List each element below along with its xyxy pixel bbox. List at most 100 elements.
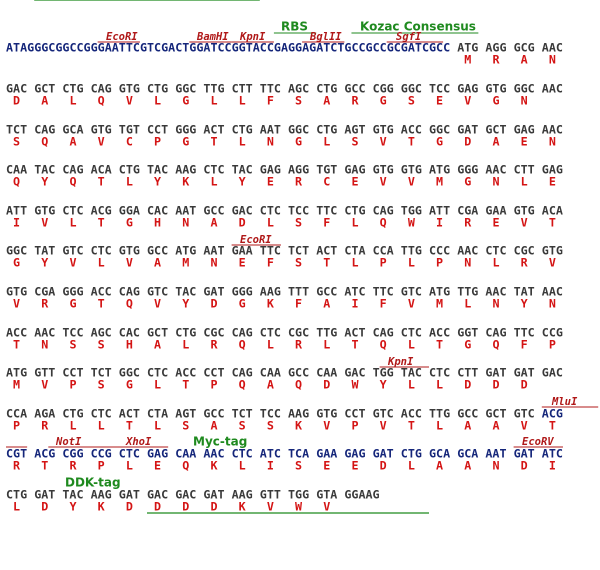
amino-acid: L bbox=[239, 135, 246, 149]
amino-acid: R bbox=[210, 338, 218, 352]
amino-acid: D bbox=[182, 500, 189, 514]
codon: CTA bbox=[344, 244, 365, 258]
amino-acid: S bbox=[13, 135, 20, 149]
codon: CTG bbox=[232, 123, 253, 137]
codon: CCT bbox=[203, 366, 224, 380]
codon: GGA bbox=[119, 204, 140, 218]
amino-acid: S bbox=[98, 338, 105, 352]
amino-acid: L bbox=[126, 175, 133, 189]
amino-acid: S bbox=[69, 338, 76, 352]
codon: GAT bbox=[34, 488, 55, 502]
codon: ACG bbox=[91, 204, 112, 218]
amino-acid: G bbox=[239, 297, 246, 311]
amino-acid: R bbox=[492, 53, 500, 67]
amino-acid: M bbox=[464, 53, 471, 67]
amino-acid: K bbox=[267, 297, 274, 311]
amino-acid: Q bbox=[295, 378, 302, 392]
codon: TTG bbox=[203, 82, 224, 96]
codon: GGC bbox=[288, 123, 309, 137]
codon: TTC bbox=[373, 285, 394, 299]
amino-acid: D bbox=[492, 378, 499, 392]
codon: GCA bbox=[62, 123, 83, 137]
amino-acid: D bbox=[126, 500, 133, 514]
amino-acid: A bbox=[492, 135, 499, 149]
codon: GTC bbox=[373, 407, 394, 421]
amino-acid: D bbox=[464, 378, 471, 392]
amino-acid: M bbox=[436, 297, 443, 311]
codon: GAG bbox=[542, 163, 563, 177]
amino-acid: F bbox=[267, 256, 274, 270]
codon: GTG bbox=[514, 204, 535, 218]
codon: CAG bbox=[91, 82, 112, 96]
amino-acid: L bbox=[13, 500, 20, 514]
codon: CTA bbox=[147, 407, 168, 421]
tag-label: Myc-tag bbox=[193, 435, 247, 449]
amino-acid: Q bbox=[13, 175, 20, 189]
amino-acid: T bbox=[323, 256, 330, 270]
codon: CAG bbox=[373, 204, 394, 218]
codon: AAG bbox=[175, 163, 196, 177]
codon: CAG bbox=[232, 326, 253, 340]
codon: CTG bbox=[344, 204, 365, 218]
amino-acid: N bbox=[549, 297, 556, 311]
codon: ACC bbox=[401, 123, 422, 137]
codon: TGG bbox=[373, 366, 394, 380]
enzyme-site-label: NotI bbox=[55, 436, 82, 448]
codon: TCT bbox=[232, 407, 253, 421]
amino-acid: E bbox=[154, 459, 161, 473]
amino-acid: A bbox=[323, 297, 330, 311]
amino-acid: S bbox=[239, 419, 246, 433]
codon: CCA bbox=[6, 407, 27, 421]
amino-acid: G bbox=[126, 378, 133, 392]
codon: GAG bbox=[514, 123, 535, 137]
codon: TAC bbox=[147, 163, 168, 177]
codon: GTT bbox=[34, 366, 55, 380]
amino-acid: A bbox=[323, 94, 330, 108]
amino-acid: A bbox=[267, 378, 274, 392]
amino-acid: L bbox=[464, 297, 471, 311]
codon: TCT bbox=[288, 244, 309, 258]
codon: AAG bbox=[232, 488, 253, 502]
codon: CAA bbox=[6, 163, 27, 177]
codon: AAG bbox=[91, 488, 112, 502]
amino-acid: W bbox=[408, 216, 416, 230]
codon: CGA bbox=[457, 204, 478, 218]
codon: GAG bbox=[457, 82, 478, 96]
codon: TTG bbox=[429, 407, 450, 421]
codon: AAT bbox=[203, 244, 224, 258]
codon: GTG bbox=[542, 244, 563, 258]
amino-acid: E bbox=[323, 459, 330, 473]
amino-acid: Q bbox=[492, 338, 499, 352]
codon: GCT bbox=[147, 326, 168, 340]
amino-acid: L bbox=[436, 378, 443, 392]
amino-acid: L bbox=[69, 216, 76, 230]
codon: AAT bbox=[485, 447, 506, 461]
amino-acid: R bbox=[13, 459, 21, 473]
amino-acid: T bbox=[549, 216, 556, 230]
enzyme-site-label: SgfI bbox=[396, 31, 422, 43]
codon: GGC bbox=[514, 82, 535, 96]
codon: GTG bbox=[373, 163, 394, 177]
amino-acid: E bbox=[492, 216, 499, 230]
amino-acid: I bbox=[267, 459, 274, 473]
codon: TTC bbox=[514, 326, 535, 340]
amino-acid: L bbox=[69, 419, 76, 433]
amino-acid: R bbox=[521, 256, 529, 270]
amino-acid: V bbox=[98, 135, 105, 149]
amino-acid: K bbox=[98, 500, 105, 514]
codon: GGG bbox=[62, 285, 83, 299]
amino-acid: A bbox=[69, 135, 76, 149]
codon: CAG bbox=[373, 326, 394, 340]
amino-acid: D bbox=[521, 378, 528, 392]
tag-label: RBS bbox=[281, 20, 308, 34]
codon: CCT bbox=[62, 366, 83, 380]
amino-acid: P bbox=[436, 256, 443, 270]
amino-acid: N bbox=[464, 256, 471, 270]
amino-acid: D bbox=[210, 500, 217, 514]
amino-acid: I bbox=[549, 459, 556, 473]
amino-acid: L bbox=[154, 94, 161, 108]
amino-acid: A bbox=[492, 419, 499, 433]
enzyme-site-label: EcoRV bbox=[522, 436, 554, 448]
amino-acid: T bbox=[126, 419, 133, 433]
amino-acid: L bbox=[239, 459, 246, 473]
